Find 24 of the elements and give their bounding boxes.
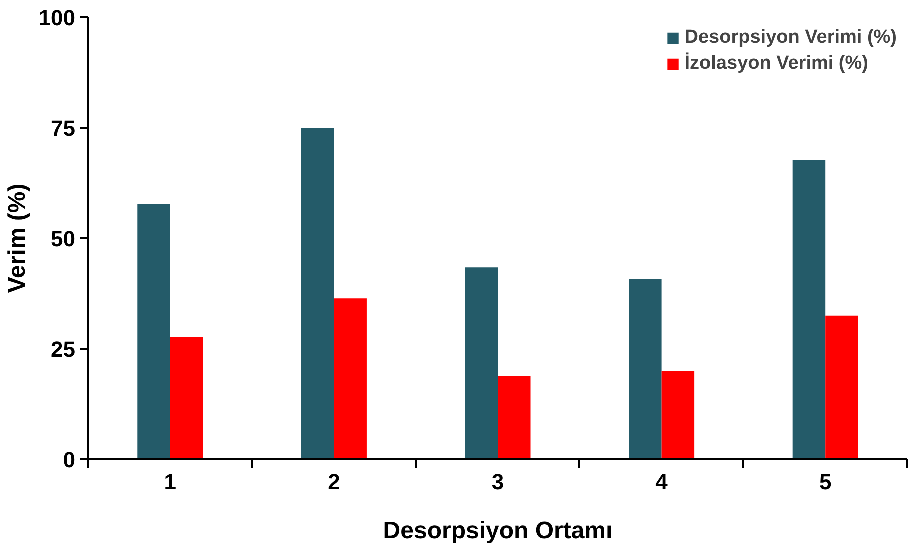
y-tick-label: 25 bbox=[51, 337, 76, 362]
y-tick-label: 75 bbox=[51, 116, 76, 141]
x-tick-label: 2 bbox=[328, 470, 340, 494]
y-tick-label: 50 bbox=[51, 226, 76, 252]
bar bbox=[629, 279, 662, 460]
bar bbox=[792, 160, 826, 460]
legend-label: Desorpsiyon Verimi (%) bbox=[684, 27, 897, 49]
bar bbox=[334, 298, 367, 460]
bar bbox=[301, 128, 334, 460]
bar bbox=[662, 372, 695, 460]
y-axis-title: Verim (%) bbox=[4, 184, 31, 294]
legend-label: İzolasyon Verimi (%) bbox=[684, 53, 868, 75]
y-tick-label: 100 bbox=[38, 6, 76, 30]
y-tick-label: 0 bbox=[63, 448, 76, 472]
x-tick-label: 4 bbox=[656, 470, 669, 494]
bar bbox=[170, 337, 204, 460]
bar bbox=[465, 268, 498, 460]
x-tick-label: 3 bbox=[492, 470, 504, 494]
x-axis-title: Desorpsiyon Ortamı bbox=[383, 518, 613, 544]
x-tick-label: 1 bbox=[164, 470, 177, 494]
bar bbox=[498, 376, 531, 460]
bar bbox=[826, 316, 858, 460]
x-tick-label: 5 bbox=[819, 470, 832, 494]
bar bbox=[138, 204, 170, 460]
